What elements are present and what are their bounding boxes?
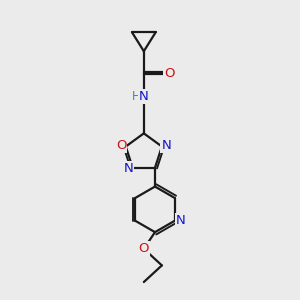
Text: O: O [116,139,126,152]
Text: N: N [139,90,148,103]
Text: N: N [176,214,185,227]
Text: O: O [139,242,149,255]
Text: O: O [164,67,175,80]
Text: N: N [161,139,171,152]
Text: H: H [131,90,140,103]
Text: N: N [124,162,133,175]
